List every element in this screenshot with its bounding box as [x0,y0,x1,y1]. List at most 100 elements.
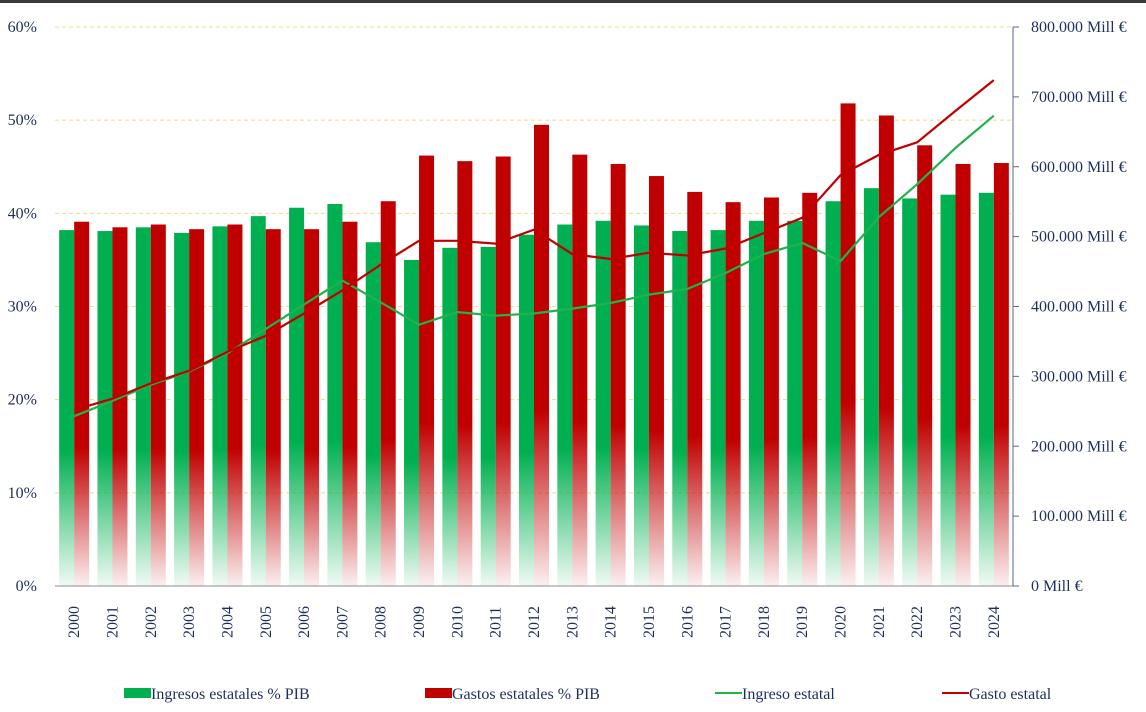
bar-gastos-pib [917,145,933,587]
x-axis-tick-label: 2009 [411,606,428,638]
line-gasto-estatal [73,79,995,411]
bar-gastos-pib [189,229,205,586]
left-axis-tick-label: 40% [8,205,37,222]
x-axis-tick-label: 2021 [871,606,888,638]
bar-ingresos-pib [519,234,534,587]
bar-ingresos-pib [557,224,573,586]
bar-ingresos-pib [748,220,764,586]
bar-gastos-pib [763,197,779,586]
right-axis-tick-label: 200.000 Mill € [1031,438,1127,455]
bar-gastos-pib [840,103,856,586]
bar-gastos-pib [304,229,320,586]
bar-ingresos-pib [940,194,956,586]
x-axis-tick-label: 2008 [373,606,390,638]
bar-gastos-pib [227,224,243,586]
x-axis-tick-label: 2002 [143,606,160,638]
left-axis-tick-label: 30% [8,299,37,316]
bar-gastos-pib [955,163,971,586]
bars [59,103,1009,587]
right-axis-tick-label: 400.000 Mill € [1031,299,1127,316]
bar-gastos-pib [74,221,90,587]
x-axis-tick-label: 2011 [488,607,505,638]
right-axis-tick-label: 800.000 Mill € [1031,19,1127,36]
left-axis-tick-label: 0% [16,578,37,595]
bar-ingresos-pib [135,227,151,586]
bar-ingresos-pib [365,242,381,586]
bar-ingresos-pib [327,204,343,586]
x-axis-tick-label: 2017 [718,606,735,638]
right-axis-tick-label: 700.000 Mill € [1031,89,1127,106]
legend-label: Gasto estatal [969,686,1052,703]
x-axis-tick-label: 2010 [449,606,466,638]
bar-ingresos-pib [825,201,841,586]
bar-gastos-pib [495,156,511,587]
x-axis-tick-label: 2013 [564,606,581,638]
x-axis-tick-label: 2018 [756,606,773,638]
x-axis-tick-label: 2023 [948,606,965,638]
right-axis-tick-label: 100.000 Mill € [1031,508,1127,525]
right-axis-tick-label: 600.000 Mill € [1031,159,1127,176]
x-axis-tick-label: 2015 [641,606,658,638]
bar-gastos-pib [610,163,626,586]
axes: 0% 10% 20% 30% 40% 50% 60% 0 Mill € 100.000 Mill… [8,19,1127,638]
x-axis-tick-label: 2006 [296,606,313,638]
bar-gastos-pib [878,115,894,586]
bar-ingresos-pib [863,188,879,586]
x-axis-tick-label: 2024 [986,606,1003,638]
top-border [0,0,1146,3]
legend-label: Gastos estatales % PIB [452,686,600,703]
bar-ingresos-pib [902,198,918,586]
lines [73,79,995,418]
bar-ingresos-pib [404,259,420,586]
bar-gastos-pib [380,201,396,586]
x-axis-tick-label: 2016 [679,606,696,638]
bar-gastos-pib [725,202,741,587]
bar-ingresos-pib [212,226,228,587]
left-axis-tick-label: 20% [8,392,37,409]
x-axis-tick-label: 2020 [833,606,850,638]
bar-gastos-pib [112,227,128,586]
line-ingreso-estatal [73,114,995,418]
bar-ingresos-pib [710,230,726,586]
x-axis-tick-label: 2001 [104,606,121,638]
x-axis-tick-label: 2005 [258,606,275,638]
left-axis-tick-label: 50% [8,112,37,129]
bar-ingresos-pib [595,220,611,586]
bar-gastos-pib [342,221,358,587]
legend-label: Ingresos estatales % PIB [151,686,310,703]
bar-gastos-pib [993,163,1009,587]
bar-ingresos-pib [174,232,190,587]
bar-ingresos-pib [633,225,649,586]
x-axis-tick-label: 2019 [794,606,811,638]
legend: Ingresos estatales % PIB Gastos estatales… [124,686,1052,703]
bar-gastos-pib [687,191,703,586]
bar-ingresos-pib [442,247,458,586]
bar-gastos-pib [802,192,818,586]
bar-ingresos-pib [672,231,688,586]
x-axis-tick-label: 2003 [181,606,198,638]
bar-gastos-pib [648,176,664,587]
bar-ingresos-pib [250,216,266,586]
left-axis-tick-label: 10% [8,485,37,502]
bar-ingresos-pib [787,220,803,586]
x-axis-tick-label: 2004 [219,606,236,638]
right-axis-tick-label: 0 Mill € [1031,578,1083,595]
x-axis-tick-label: 2000 [66,606,83,638]
bar-gastos-pib [265,229,281,586]
bar-ingresos-pib [289,207,305,586]
bar-ingresos-pib [59,230,75,586]
bar-gastos-pib [419,155,435,586]
bar-gastos-pib [534,124,549,586]
bar-gastos-pib [572,154,588,586]
x-axis-tick-label: 2014 [603,606,620,638]
x-axis-tick-label: 2022 [909,606,926,638]
legend-label: Ingreso estatal [742,686,835,703]
left-axis-tick-label: 60% [8,19,37,36]
bar-gastos-pib [150,224,166,586]
x-axis-tick-label: 2012 [526,606,543,638]
right-axis-tick-label: 500.000 Mill € [1031,229,1127,246]
bar-gastos-pib [457,161,473,586]
right-axis-tick-label: 300.000 Mill € [1031,368,1127,385]
bar-ingresos-pib [97,231,113,586]
